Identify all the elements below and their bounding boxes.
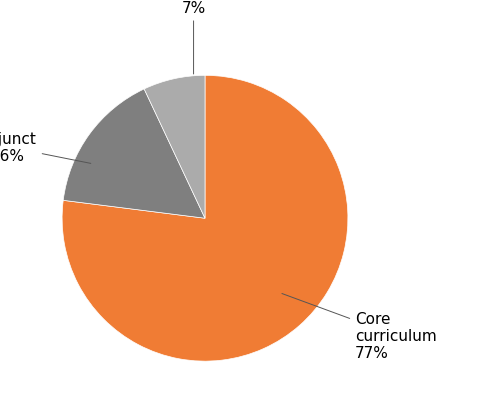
Text: Not specified
7%: Not specified 7% bbox=[144, 0, 244, 75]
Text: Adjunct
16%: Adjunct 16% bbox=[0, 131, 91, 164]
Text: Core
curriculum
77%: Core curriculum 77% bbox=[282, 294, 437, 360]
Wedge shape bbox=[144, 76, 205, 219]
Wedge shape bbox=[62, 76, 348, 361]
Wedge shape bbox=[63, 90, 205, 219]
